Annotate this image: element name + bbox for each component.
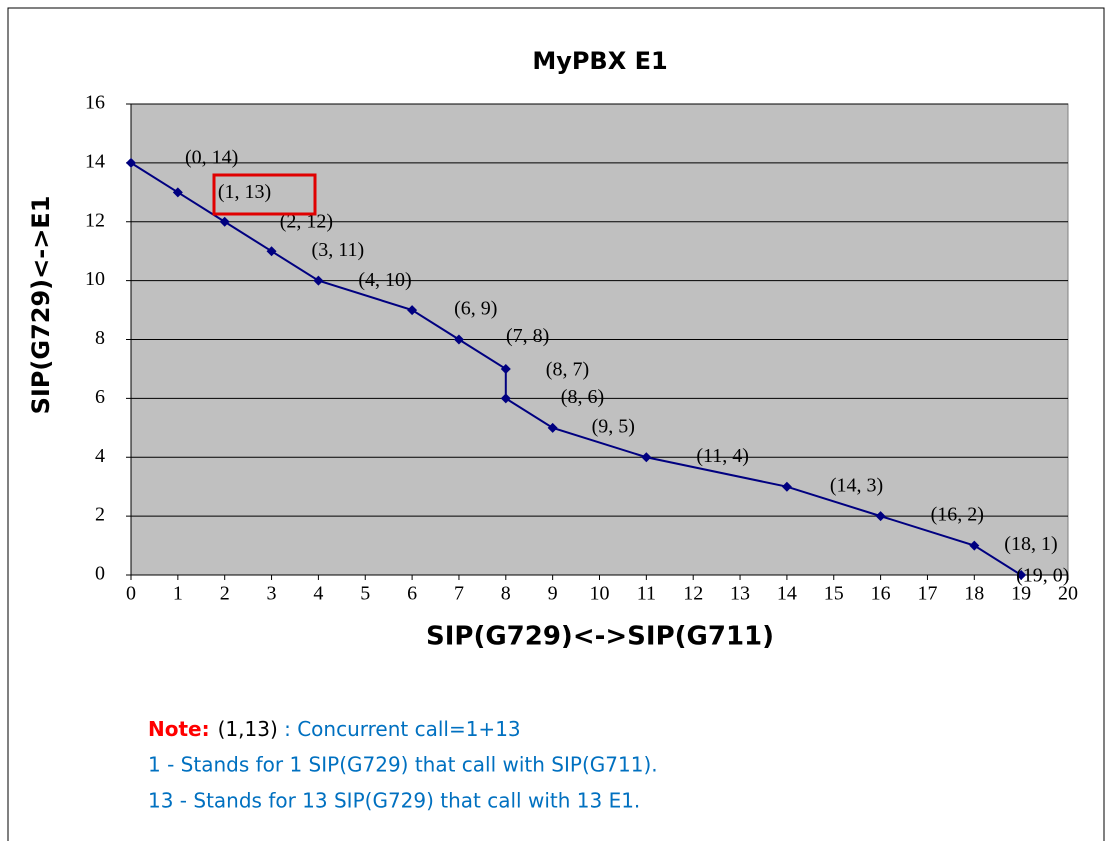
y-axis-label: SIP(G729)<->E1 [27, 196, 55, 415]
y-tick-label: 16 [85, 92, 105, 114]
x-tick-label: 12 [683, 583, 703, 605]
y-tick-label: 6 [95, 386, 105, 408]
x-tick-label: 10 [590, 583, 610, 605]
frame [7, 7, 1105, 841]
x-tick-label: 17 [917, 583, 937, 605]
data-point [126, 157, 136, 168]
note-example: (1,13) [218, 717, 278, 741]
data-point [875, 511, 886, 522]
data-label: (8, 6) [561, 386, 604, 408]
x-tick-label: 5 [360, 583, 370, 605]
x-tick-label: 9 [548, 583, 558, 605]
data-label: (9, 5) [592, 415, 635, 437]
data-label: (16, 2) [931, 504, 984, 526]
x-axis-label: SIP(G729)<->SIP(G711) [426, 622, 774, 652]
data-point [641, 452, 652, 463]
data-point [172, 187, 183, 198]
y-tick-label: 10 [85, 268, 105, 290]
x-tick-label: 3 [267, 583, 277, 605]
data-label: (0, 14) [185, 146, 238, 168]
data-point [219, 216, 230, 227]
x-tick-label: 2 [220, 583, 230, 605]
data-label: (2, 12) [280, 210, 333, 232]
x-tick-label: 1 [173, 583, 183, 605]
data-point [781, 481, 792, 492]
y-tick-label: 12 [85, 209, 105, 231]
data-label: (4, 10) [358, 269, 411, 291]
data-point [969, 540, 980, 551]
data-label: (19, 0) [1016, 565, 1069, 587]
note-label: Note: [148, 717, 210, 741]
highlight-box [212, 173, 317, 216]
chart-title: MyPBX E1 [532, 47, 667, 75]
data-label: (3, 11) [312, 239, 365, 261]
x-tick-label: 8 [501, 583, 511, 605]
data-point [407, 305, 418, 316]
x-tick-label: 16 [871, 583, 891, 605]
data-label: (11, 4) [696, 445, 749, 467]
data-label: (6, 9) [454, 298, 497, 320]
note: Note: (1,13) : Concurrent call=1+13 [148, 717, 521, 741]
note-line: 13 - Stands for 13 SIP(G729) that call w… [148, 789, 640, 813]
y-tick-label: 8 [95, 327, 105, 349]
note-line: 1 - Stands for 1 SIP(G729) that call wit… [148, 753, 658, 777]
x-tick-label: 7 [454, 583, 464, 605]
data-point [1016, 570, 1027, 580]
data-point [500, 363, 511, 374]
data-label: (7, 8) [506, 325, 549, 347]
x-tick-label: 19 [1011, 583, 1031, 605]
data-point [266, 246, 277, 257]
data-point [313, 275, 324, 286]
x-tick-label: 18 [964, 583, 984, 605]
x-tick-label: 15 [824, 583, 844, 605]
y-tick-label: 4 [95, 445, 105, 467]
x-tick-label: 13 [730, 583, 750, 605]
y-tick-label: 14 [85, 150, 105, 172]
x-tick-label: 20 [1058, 583, 1078, 605]
data-label: (14, 3) [830, 474, 883, 496]
y-tick-label: 2 [95, 504, 105, 526]
x-tick-label: 14 [777, 583, 797, 605]
x-tick-label: 0 [126, 583, 136, 605]
data-point [500, 393, 511, 404]
note-text: : Concurrent call=1+13 [278, 717, 521, 741]
data-label: (8, 7) [546, 359, 589, 381]
y-tick-label: 0 [95, 563, 105, 585]
x-tick-label: 6 [407, 583, 417, 605]
data-point [453, 334, 464, 345]
data-label: (18, 1) [1004, 533, 1057, 555]
data-point [547, 422, 558, 433]
x-tick-label: 4 [313, 583, 323, 605]
x-tick-label: 11 [637, 583, 656, 605]
data-label: (1, 13) [218, 181, 271, 203]
